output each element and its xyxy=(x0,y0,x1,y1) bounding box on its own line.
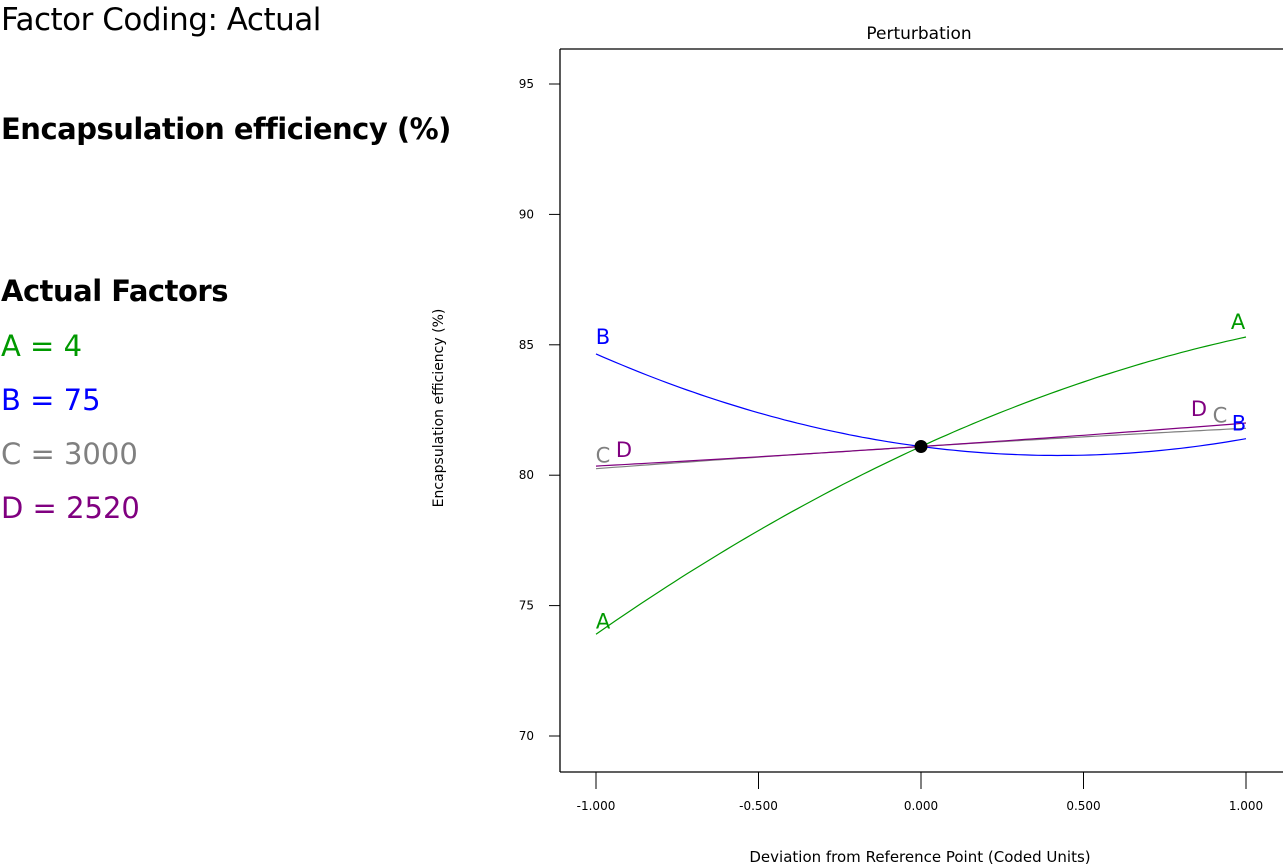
curve-a xyxy=(595,336,1247,635)
curve-label-d-right: D xyxy=(1191,397,1207,421)
axes: 70 75 80 85 90 95 -1.000 -0.500 0.000 0.500 1.000 xyxy=(519,48,1283,813)
factor-d: D = 2520 xyxy=(1,491,140,525)
reference-point-marker xyxy=(914,440,928,454)
response-name: Encapsulation efficiency (%) xyxy=(1,112,451,146)
y-tick-label: 70 xyxy=(519,729,534,743)
curve-label-d-left: D xyxy=(616,438,632,462)
curve-label-b-right: B xyxy=(1232,412,1246,436)
curve-label-c-right: C xyxy=(1213,403,1228,427)
y-tick-label: 85 xyxy=(519,338,534,352)
curve-label-a-left: A xyxy=(596,609,611,633)
x-axis-label: Deviation from Reference Point (Coded Un… xyxy=(749,848,1090,866)
y-tick-label: 80 xyxy=(519,468,534,482)
x-tick-label: 0.000 xyxy=(904,799,938,813)
x-tick-label: -1.000 xyxy=(577,799,616,813)
curves xyxy=(595,336,1247,635)
curve-label-c-left: C xyxy=(596,444,611,468)
actual-factors-title: Actual Factors xyxy=(1,274,228,308)
y-tick-label: 95 xyxy=(519,77,534,91)
factor-coding-label: Factor Coding: Actual xyxy=(1,2,321,38)
factor-b: B = 75 xyxy=(1,383,101,417)
x-tick-label: 1.000 xyxy=(1229,799,1263,813)
chart-title: Perturbation xyxy=(866,24,971,44)
factor-c: C = 3000 xyxy=(1,437,138,471)
x-tick-label: -0.500 xyxy=(739,799,778,813)
curve-label-a-right: A xyxy=(1231,310,1246,334)
y-tick-label: 90 xyxy=(519,207,534,221)
curve-label-b-left: B xyxy=(596,325,610,349)
x-tick-label: 0.500 xyxy=(1066,799,1100,813)
y-axis-label: Encapsulation efficiency (%) xyxy=(431,309,447,508)
factor-a: A = 4 xyxy=(1,329,83,363)
y-tick-label: 75 xyxy=(519,599,534,613)
